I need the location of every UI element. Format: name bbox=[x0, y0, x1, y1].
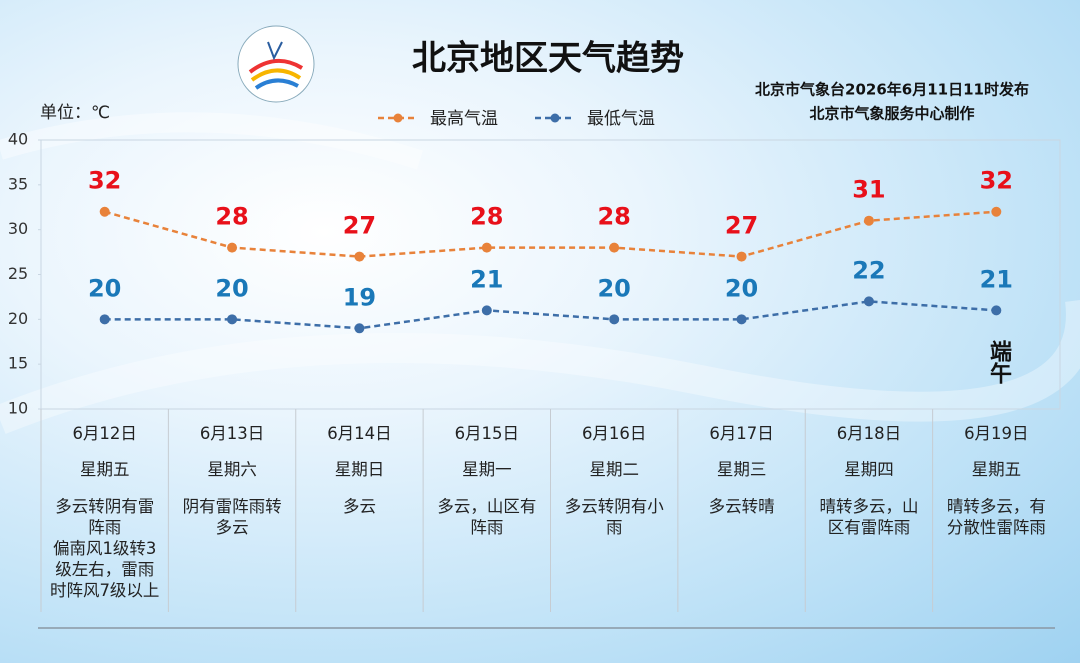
y-axis-label: 单位：℃ bbox=[40, 103, 110, 123]
date: 6月14日 bbox=[327, 424, 392, 443]
data-label: 19 bbox=[343, 283, 376, 311]
data-point bbox=[991, 305, 1002, 316]
y-tick-label: 40 bbox=[8, 130, 28, 149]
data-point bbox=[736, 314, 747, 325]
data-point bbox=[863, 296, 874, 307]
data-label: 28 bbox=[215, 203, 248, 231]
weather: 多云转阴有雷阵雨 bbox=[55, 497, 155, 537]
weather: 晴转多云，山区有雷阵雨 bbox=[819, 497, 919, 537]
legend-label: 最低气温 bbox=[587, 109, 655, 129]
weather: 晴转多云，有分散性雷阵雨 bbox=[946, 497, 1046, 537]
data-label: 20 bbox=[597, 274, 630, 302]
date: 6月17日 bbox=[709, 424, 774, 443]
title: 北京地区天气趋势 bbox=[412, 39, 684, 79]
decor-swirl bbox=[0, 300, 1080, 434]
weather: 偏南风1级转3级左右，雷雨时阵风7级以上 bbox=[49, 539, 160, 600]
y-tick-label: 25 bbox=[8, 264, 28, 283]
date: 6月13日 bbox=[199, 424, 265, 443]
data-label: 28 bbox=[597, 203, 630, 231]
y-tick-label: 15 bbox=[8, 354, 28, 373]
data-point bbox=[99, 206, 110, 217]
weather: 多云转晴 bbox=[708, 497, 775, 516]
data-point bbox=[354, 251, 365, 262]
data-point bbox=[227, 242, 238, 253]
data-point bbox=[227, 314, 238, 325]
data-label: 20 bbox=[215, 274, 248, 302]
weekday: 星期一 bbox=[462, 460, 512, 479]
data-label: 27 bbox=[343, 212, 376, 240]
date: 6月16日 bbox=[581, 424, 647, 443]
date: 6月12日 bbox=[72, 424, 137, 443]
series-line bbox=[104, 210, 997, 258]
data-label: 32 bbox=[88, 167, 121, 195]
y-tick-label: 20 bbox=[8, 309, 28, 328]
data-label: 21 bbox=[470, 265, 503, 293]
data-label: 21 bbox=[980, 265, 1013, 293]
data-point bbox=[481, 305, 492, 316]
weekday: 星期三 bbox=[716, 460, 767, 479]
data-point bbox=[481, 242, 492, 253]
weekday: 星期四 bbox=[844, 460, 894, 479]
data-point bbox=[736, 251, 747, 262]
legend-label: 最高气温 bbox=[430, 109, 498, 129]
data-point bbox=[609, 242, 620, 253]
data-point bbox=[609, 314, 620, 325]
data-point bbox=[991, 206, 1002, 217]
series-line bbox=[104, 300, 997, 330]
issuer: 北京市气象台2026年6月11日11时发布 bbox=[755, 81, 1029, 99]
weekday: 星期二 bbox=[589, 460, 639, 479]
data-label: 20 bbox=[725, 274, 758, 302]
data-label: 22 bbox=[852, 256, 885, 284]
data-label: 28 bbox=[470, 203, 503, 231]
y-tick-label: 35 bbox=[8, 174, 28, 193]
logo bbox=[237, 25, 315, 103]
data-point bbox=[99, 314, 110, 325]
date: 6月18日 bbox=[836, 424, 902, 443]
weather: 多云转阴有小雨 bbox=[564, 497, 664, 537]
weekday: 星期六 bbox=[207, 460, 257, 479]
weekday: 星期五 bbox=[79, 460, 130, 479]
weekday: 星期日 bbox=[334, 460, 385, 479]
data-label: 27 bbox=[725, 212, 758, 240]
weather: 多云，山区有阵雨 bbox=[437, 497, 537, 537]
data-point bbox=[863, 215, 874, 226]
weekday: 星期五 bbox=[971, 460, 1022, 479]
weather: 阴有雷阵雨转多云 bbox=[182, 497, 282, 537]
data-label: 31 bbox=[852, 176, 885, 204]
data-label: 20 bbox=[88, 274, 121, 302]
producer: 北京市气象服务中心制作 bbox=[809, 105, 974, 123]
data-point bbox=[354, 323, 365, 334]
annotation: 端午 bbox=[986, 340, 1012, 385]
decor-swirl bbox=[0, 112, 424, 170]
date: 6月15日 bbox=[454, 424, 520, 443]
y-tick-label: 30 bbox=[8, 219, 28, 238]
y-tick-label: 10 bbox=[8, 399, 28, 418]
legend-marker bbox=[550, 113, 560, 123]
weather: 多云 bbox=[342, 497, 376, 516]
legend-marker bbox=[393, 113, 403, 123]
date: 6月19日 bbox=[964, 424, 1029, 443]
data-label: 32 bbox=[980, 167, 1013, 195]
